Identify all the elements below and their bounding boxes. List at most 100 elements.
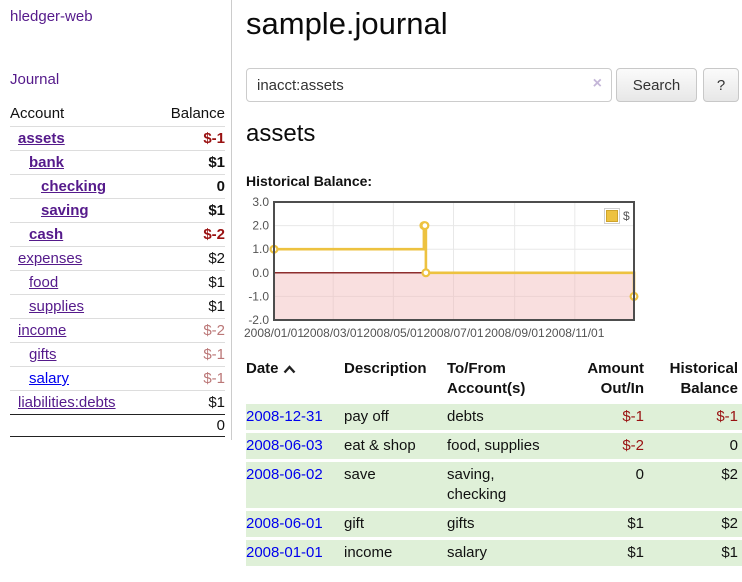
legend-swatch-icon <box>604 208 620 224</box>
account-balance: $-2 <box>152 222 225 247</box>
description-column-header: Description <box>344 360 427 377</box>
account-link[interactable]: income <box>18 322 67 339</box>
sidebar-nav: Journal <box>10 71 225 88</box>
svg-text:1.0: 1.0 <box>252 242 269 256</box>
account-balance: $1 <box>152 150 225 175</box>
account-balance: $-1 <box>152 366 225 391</box>
svg-text:-2.0: -2.0 <box>248 313 269 327</box>
svg-text:2008/05/01: 2008/05/01 <box>363 326 423 340</box>
account-total-balance: 0 <box>152 414 225 437</box>
transaction-accounts: food, supplies <box>447 430 559 461</box>
svg-text:2008/07/01: 2008/07/01 <box>423 326 483 340</box>
account-balance: $1 <box>152 294 225 319</box>
transaction-date-link[interactable]: 2008-01-01 <box>246 544 323 561</box>
account-balance: $-1 <box>152 342 225 367</box>
balance-column-header-register: Historical Balance <box>669 360 738 397</box>
transaction-amount: $1 <box>559 508 644 539</box>
account-row: checking 0 <box>10 174 225 199</box>
account-link[interactable]: gifts <box>29 346 57 363</box>
transaction-date-link[interactable]: 2008-06-01 <box>246 515 323 532</box>
account-link[interactable]: checking <box>41 178 107 195</box>
account-link[interactable]: bank <box>29 154 65 171</box>
svg-text:2008/01/01: 2008/01/01 <box>244 326 304 340</box>
transaction-accounts: debts <box>447 401 559 432</box>
transaction-description: eat & shop <box>344 430 447 461</box>
brand-link[interactable]: hledger-web <box>10 8 93 25</box>
transaction-row: 2008-12-31 pay off debts $-1 $-1 <box>246 401 742 432</box>
account-link[interactable]: saving <box>41 202 89 219</box>
sidebar-item-journal[interactable]: Journal <box>10 71 60 88</box>
transaction-row: 2008-01-01 income salary $1 $1 <box>246 537 742 566</box>
balance-column-header: Balance <box>170 105 225 122</box>
transaction-balance: 0 <box>644 430 742 461</box>
account-row: saving $1 <box>10 198 225 223</box>
account-balance: $-1 <box>152 126 225 151</box>
account-link[interactable]: assets <box>18 130 65 147</box>
search-input[interactable] <box>246 68 612 102</box>
transaction-amount: 0 <box>559 459 644 510</box>
clear-search-icon[interactable]: × <box>592 75 602 92</box>
sidebar: hledger-web Journal Account Balance asse… <box>0 0 232 440</box>
transaction-amount: $1 <box>559 537 644 566</box>
main-panel: sample.journal × Search ? assets Histori… <box>233 0 742 566</box>
transaction-date-link[interactable]: 2008-12-31 <box>246 408 323 425</box>
account-balance: 0 <box>152 174 225 199</box>
accounts-column-header: To/From Account(s) <box>447 360 526 397</box>
account-row: expenses $2 <box>10 246 225 271</box>
transaction-accounts: saving, checking <box>447 459 559 510</box>
account-total-spacer <box>10 414 153 437</box>
transaction-balance: $1 <box>644 537 742 566</box>
historical-balance-chart: 3.0 2.0 1.0 0.0 -1.0 -2.0 2008/01/01 2008/03/01… <box>244 195 742 347</box>
svg-text:-1.0: -1.0 <box>248 289 269 303</box>
account-link[interactable]: salary <box>29 370 70 387</box>
account-link[interactable]: cash <box>29 226 64 243</box>
account-table-header-row: Account Balance <box>10 102 225 127</box>
account-link[interactable]: food <box>29 274 59 291</box>
svg-text:2.0: 2.0 <box>252 219 269 233</box>
date-column-header[interactable]: Date <box>246 357 344 403</box>
search-bar: × Search ? <box>246 68 742 102</box>
transaction-accounts: gifts <box>447 508 559 539</box>
transaction-amount: $-1 <box>559 401 644 432</box>
account-row: food $1 <box>10 270 225 295</box>
account-link[interactable]: liabilities:debts <box>18 394 116 411</box>
amount-column-header: Amount Out/In <box>587 360 644 397</box>
transaction-description: save <box>344 459 447 510</box>
transaction-row: 2008-06-01 gift gifts $1 $2 <box>246 508 742 539</box>
sort-ascending-icon <box>283 360 296 380</box>
account-row: cash $-2 <box>10 222 225 247</box>
account-heading: assets <box>246 120 316 147</box>
transaction-description: pay off <box>344 401 447 432</box>
account-balance: $1 <box>152 198 225 223</box>
account-row: gifts $-1 <box>10 342 225 367</box>
legend-label: $ <box>623 209 630 223</box>
account-balance-table: Account Balance assets $-1 bank $1 checking 0… <box>10 102 225 437</box>
account-link[interactable]: supplies <box>29 298 85 315</box>
search-input-wrap: × <box>246 68 612 102</box>
help-button[interactable]: ? <box>703 68 739 102</box>
svg-text:2008/11/01: 2008/11/01 <box>545 326 604 340</box>
search-button[interactable]: Search <box>616 68 697 102</box>
account-row: bank $1 <box>10 150 225 175</box>
svg-text:3.0: 3.0 <box>252 195 269 209</box>
chart-legend: $ <box>603 207 631 225</box>
account-balance: $-2 <box>152 318 225 343</box>
transaction-balance: $2 <box>644 459 742 510</box>
account-row: liabilities:debts $1 <box>10 390 225 415</box>
transaction-balance: $2 <box>644 508 742 539</box>
account-balance: $1 <box>152 390 225 415</box>
transaction-date-link[interactable]: 2008-06-03 <box>246 437 323 454</box>
transaction-description: gift <box>344 508 447 539</box>
register-table: Date Description To/From Account(s) Amoun… <box>246 357 742 566</box>
transaction-row: 2008-06-02 save saving, checking 0 $2 <box>246 459 742 510</box>
account-link[interactable]: expenses <box>18 250 83 267</box>
register-header-row: Date Description To/From Account(s) Amoun… <box>246 357 742 403</box>
account-column-header: Account <box>10 105 65 122</box>
svg-text:2008/09/01: 2008/09/01 <box>485 326 545 340</box>
svg-text:0.0: 0.0 <box>252 266 269 280</box>
account-balance: $1 <box>152 270 225 295</box>
transaction-date-link[interactable]: 2008-06-02 <box>246 466 323 483</box>
account-row: salary $-1 <box>10 366 225 391</box>
account-row: supplies $1 <box>10 294 225 319</box>
